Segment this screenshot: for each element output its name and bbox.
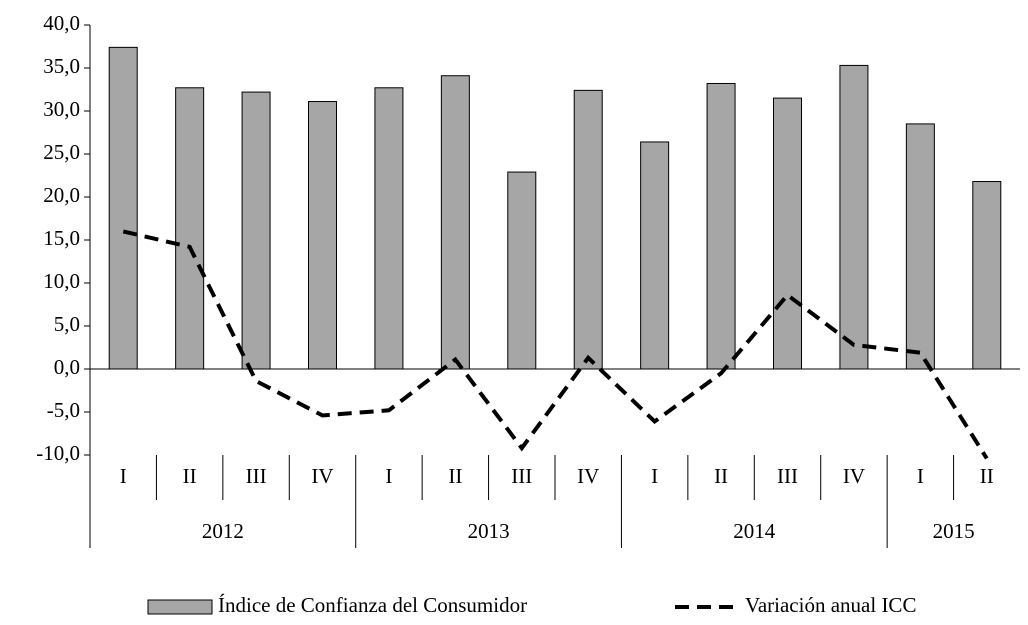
bar	[440, 75, 470, 370]
y-tick-label: 15,0	[43, 226, 80, 250]
group-label: 2014	[733, 519, 776, 543]
y-tick-label: 35,0	[43, 54, 80, 78]
group-label: 2012	[202, 519, 244, 543]
bar	[374, 87, 404, 370]
line	[122, 229, 989, 460]
x-tick-label: III	[246, 464, 267, 488]
x-tick-label: II	[980, 464, 994, 488]
x-tick-label: I	[651, 464, 658, 488]
x-tick-label: II	[448, 464, 462, 488]
legend-label: Variación anual ICC	[745, 593, 916, 617]
y-tick-label: 25,0	[43, 140, 80, 164]
bar	[773, 97, 802, 370]
x-tick-label: I	[120, 464, 127, 488]
y-tick-label: 10,0	[43, 269, 80, 293]
bar	[640, 141, 670, 370]
bar	[972, 181, 1002, 370]
bar	[308, 101, 337, 370]
bar	[839, 64, 869, 370]
x-tick-label: III	[511, 464, 532, 488]
y-tick-label: -10,0	[36, 441, 80, 465]
legend-label: Índice de Confianza del Consumidor	[218, 593, 527, 617]
bar	[241, 91, 271, 370]
group-label: 2015	[933, 519, 975, 543]
legend-swatch	[147, 599, 213, 615]
x-tick-label: I	[385, 464, 392, 488]
bar	[905, 123, 935, 370]
x-tick-label: II	[183, 464, 197, 488]
x-tick-label: IV	[577, 464, 599, 488]
y-tick-label: 40,0	[43, 11, 80, 35]
bar	[706, 82, 736, 370]
bar	[108, 46, 138, 370]
y-tick-label: -5,0	[47, 398, 80, 422]
y-tick-label: 30,0	[43, 97, 80, 121]
y-tick-label: 20,0	[43, 183, 80, 207]
bar	[573, 89, 603, 370]
x-tick-label: I	[917, 464, 924, 488]
y-tick-label: 5,0	[54, 312, 80, 336]
bar	[507, 171, 537, 370]
y-tick-label: 0,0	[54, 355, 80, 379]
x-tick-label: II	[714, 464, 728, 488]
group-label: 2013	[468, 519, 510, 543]
bar	[175, 87, 205, 370]
x-tick-label: III	[777, 464, 798, 488]
x-tick-label: IV	[311, 464, 333, 488]
x-tick-label: IV	[843, 464, 865, 488]
